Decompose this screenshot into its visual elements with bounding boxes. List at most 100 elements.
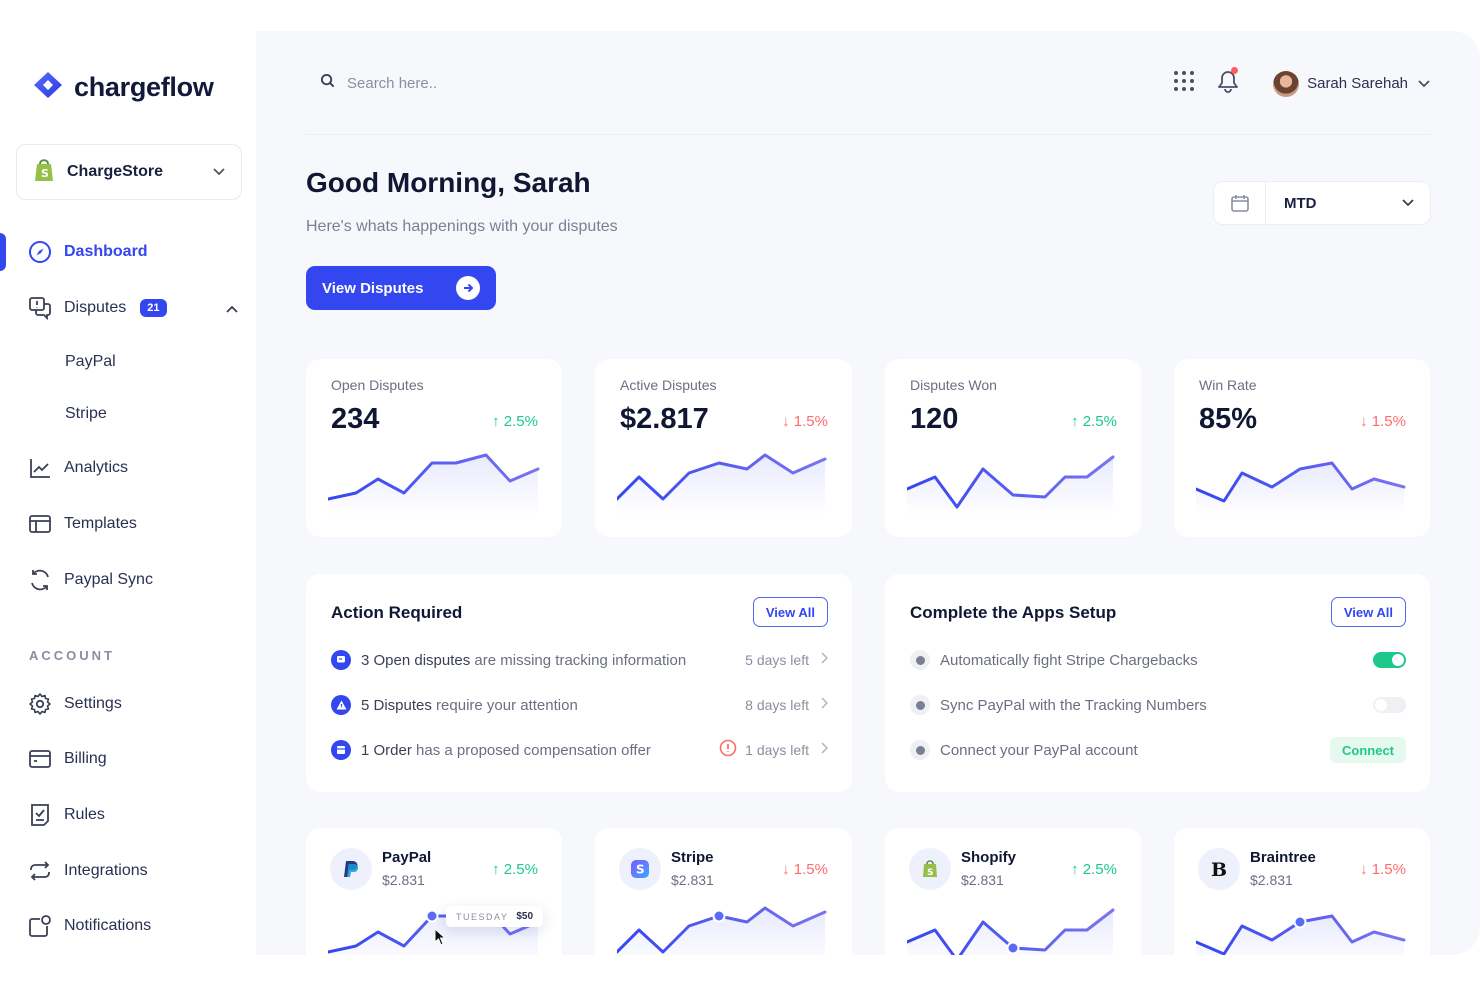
- svg-text:S: S: [636, 863, 645, 877]
- search-input[interactable]: [347, 74, 607, 92]
- shopify-icon: S: [909, 848, 951, 890]
- connect-paypal-button[interactable]: Connect: [1330, 737, 1406, 763]
- checklist-icon: [28, 803, 52, 827]
- arrow-down-icon: ↓: [1360, 413, 1372, 430]
- logo[interactable]: chargeflow: [32, 70, 214, 105]
- action-item-text: 5 Disputes require your attention: [361, 696, 578, 714]
- account-nav: Settings Billing Rules Integrations Noti…: [0, 676, 256, 954]
- sidebar-item-label: Rules: [64, 805, 105, 823]
- stripe-chargebacks-toggle[interactable]: [1373, 652, 1406, 668]
- stat-card-open-disputes[interactable]: Open Disputes 234 ↑ 2.5%: [306, 359, 562, 537]
- info-dot-icon: [910, 740, 930, 760]
- sidebar-subitem-paypal[interactable]: PayPal: [65, 353, 116, 370]
- sidebar-item-settings[interactable]: Settings: [0, 676, 256, 732]
- action-item[interactable]: 5 Disputes require your attention 8 days…: [331, 691, 829, 719]
- stat-card-disputes-won[interactable]: Disputes Won 120 ↑ 2.5%: [885, 359, 1141, 537]
- provider-name: Shopify: [961, 849, 1016, 866]
- sidebar-subitem-stripe[interactable]: Stripe: [65, 405, 107, 422]
- sidebar-item-label: Disputes: [64, 299, 127, 316]
- info-dot-icon: [910, 650, 930, 670]
- date-range-value: MTD: [1284, 194, 1317, 212]
- stat-title: Open Disputes: [331, 377, 424, 393]
- provider-name: Stripe: [671, 849, 714, 866]
- chargeflow-logo-icon: [32, 70, 64, 105]
- provider-card-stripe[interactable]: S Stripe $2.831 ↓ 1.5%: [595, 828, 852, 955]
- action-item[interactable]: 3 Open disputes are missing tracking inf…: [331, 646, 829, 674]
- setup-item: Automatically fight Stripe Chargebacks: [910, 646, 1406, 674]
- chat-alert-icon: [28, 296, 52, 320]
- sidebar: chargeflow S ChargeStore Dashboard Dispu…: [0, 0, 256, 987]
- provider-card-braintree[interactable]: B Braintree $2.831 ↓ 1.5%: [1174, 828, 1430, 955]
- arrow-up-icon: ↑: [1071, 413, 1083, 430]
- tooltip-day: TUESDAY: [456, 911, 509, 922]
- sidebar-item-label: Templates: [64, 515, 137, 532]
- sparkline-chart: [617, 906, 827, 955]
- setup-item: Sync PayPal with the Tracking Numbers: [910, 691, 1406, 719]
- sidebar-item-notifications[interactable]: Notifications: [0, 898, 256, 954]
- avatar[interactable]: [1273, 70, 1300, 97]
- view-disputes-button[interactable]: View Disputes: [306, 266, 496, 310]
- svg-text:S: S: [41, 167, 49, 180]
- sidebar-item-billing[interactable]: Billing: [0, 732, 256, 788]
- sidebar-item-dashboard[interactable]: Dashboard: [0, 224, 256, 280]
- bell-icon[interactable]: [1217, 67, 1239, 98]
- sparkline-chart: [617, 453, 827, 515]
- stat-delta: ↓ 1.5%: [782, 413, 828, 430]
- sidebar-item-label: Notifications: [64, 917, 152, 935]
- sidebar-item-paypal-sync[interactable]: Paypal Sync: [0, 552, 256, 608]
- provider-delta: ↓ 1.5%: [782, 861, 828, 878]
- sidebar-item-templates[interactable]: Templates: [0, 496, 256, 552]
- user-name[interactable]: Sarah Sarehah: [1307, 75, 1408, 92]
- provider-value: $2.831: [1250, 872, 1293, 888]
- credit-card-icon: [28, 747, 52, 771]
- top-bar: Sarah Sarehah: [306, 31, 1430, 135]
- search-icon: [320, 73, 335, 93]
- chevron-right-icon: [821, 696, 829, 714]
- sidebar-item-integrations[interactable]: Integrations: [0, 843, 256, 899]
- arrow-up-icon: ↑: [492, 861, 504, 878]
- provider-name: Braintree: [1250, 849, 1316, 866]
- apps-setup-panel: Complete the Apps Setup View All Automat…: [885, 574, 1430, 792]
- braintree-icon: B: [1198, 848, 1240, 890]
- paypal-icon: [330, 848, 372, 890]
- layout-icon: [28, 512, 52, 536]
- setup-item: Connect your PayPal account Connect: [910, 736, 1406, 764]
- sidebar-item-analytics[interactable]: Analytics: [0, 440, 256, 496]
- chevron-right-icon: [821, 741, 829, 759]
- stripe-icon: S: [619, 848, 661, 890]
- provider-value: $2.831: [671, 872, 714, 888]
- sidebar-item-rules[interactable]: Rules: [0, 787, 256, 843]
- arrow-down-icon: ↓: [782, 861, 794, 878]
- panel-title: Action Required: [331, 603, 463, 622]
- apps-grid-icon[interactable]: [1173, 70, 1195, 97]
- provider-value: $2.831: [961, 872, 1004, 888]
- brand-name: chargeflow: [74, 72, 214, 102]
- store-icon: [331, 740, 351, 760]
- calendar-icon: [1214, 182, 1266, 224]
- sidebar-item-disputes[interactable]: Disputes 21: [0, 280, 256, 336]
- provider-delta: ↑ 2.5%: [1071, 861, 1117, 878]
- provider-delta: ↓ 1.5%: [1360, 861, 1406, 878]
- stat-card-active-disputes[interactable]: Active Disputes $2.817 ↓ 1.5%: [595, 359, 852, 537]
- sidebar-item-label: Analytics: [64, 459, 129, 476]
- sparkline-chart: [1196, 461, 1406, 515]
- stat-card-win-rate[interactable]: Win Rate 85% ↓ 1.5%: [1174, 359, 1430, 537]
- view-all-button[interactable]: View All: [752, 597, 828, 627]
- sidebar-item-label: Paypal Sync: [64, 571, 153, 588]
- store-selector[interactable]: S ChargeStore: [16, 144, 242, 200]
- paypal-sync-toggle[interactable]: [1373, 697, 1406, 713]
- provider-card-shopify[interactable]: S Shopify $2.831 ↑ 2.5%: [885, 828, 1141, 955]
- sparkline-chart: [907, 455, 1115, 515]
- action-item[interactable]: 1 Order has a proposed compensation offe…: [331, 736, 829, 764]
- date-range-select[interactable]: MTD: [1213, 181, 1431, 225]
- view-all-button[interactable]: View All: [1330, 597, 1406, 627]
- arrow-up-icon: ↑: [1071, 861, 1083, 878]
- sparkline-chart: [1196, 914, 1406, 955]
- chevron-down-icon[interactable]: [1418, 75, 1430, 93]
- stat-value: 234: [331, 403, 380, 435]
- stat-value: $2.817: [620, 403, 709, 435]
- chevron-up-icon[interactable]: [226, 300, 238, 318]
- provider-card-paypal[interactable]: PayPal $2.831 ↑ 2.5% TUESDAY $50: [306, 828, 562, 955]
- page-title: Good Morning, Sarah: [306, 167, 591, 198]
- action-item-text: 3 Open disputes are missing tracking inf…: [361, 651, 687, 669]
